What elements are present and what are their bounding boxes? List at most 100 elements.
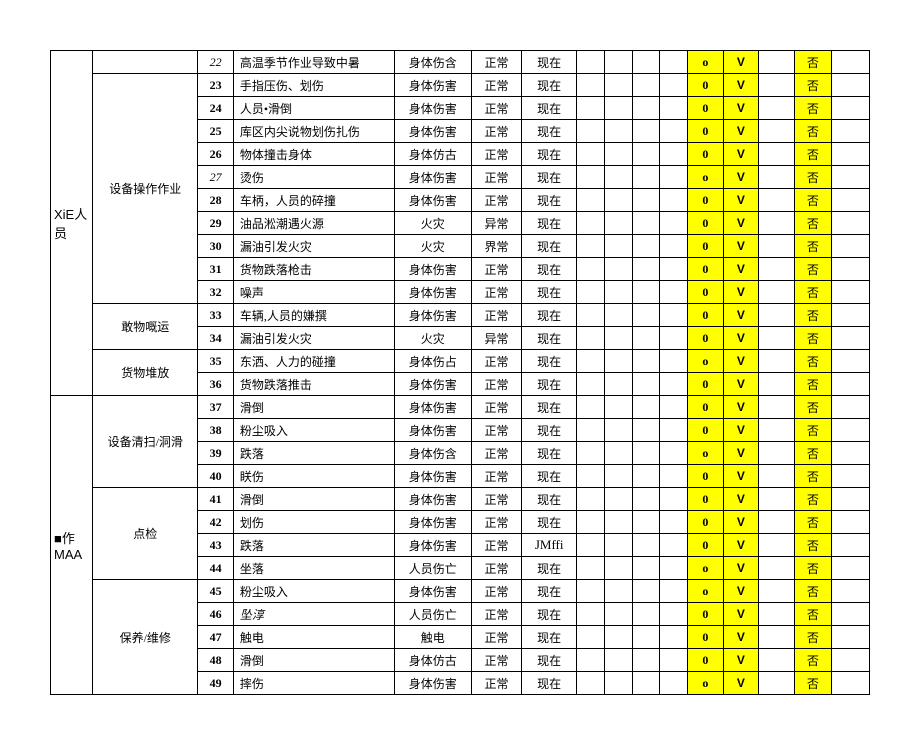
status-o: o — [688, 442, 723, 465]
value-cell: 人员伤亡 — [394, 557, 472, 580]
empty-cell — [632, 603, 660, 626]
empty-cell — [632, 672, 660, 695]
empty-cell — [660, 534, 688, 557]
empty-cell — [660, 580, 688, 603]
table-row: 货物堆放35东洒、人力的碰撞身体伤占正常现在oV否 — [51, 350, 870, 373]
value-cell: 现在 — [521, 166, 576, 189]
status-v: V — [723, 281, 758, 304]
empty-cell — [605, 350, 633, 373]
empty-cell — [832, 419, 870, 442]
status-fou: 否 — [794, 442, 832, 465]
empty-cell — [605, 281, 633, 304]
subgroup-cell: 敢物嘅运 — [93, 304, 198, 350]
status-o: 0 — [688, 396, 723, 419]
hazard-desc: 货物跌落枪击 — [233, 258, 394, 281]
empty-cell — [632, 258, 660, 281]
value-cell: 身体伤害 — [394, 511, 472, 534]
value-cell: 人员伤亡 — [394, 603, 472, 626]
empty-cell — [577, 120, 605, 143]
empty-cell — [660, 511, 688, 534]
value-cell: 正常 — [472, 97, 522, 120]
status-fou: 否 — [794, 511, 832, 534]
empty-cell — [832, 51, 870, 74]
hazard-desc: 粉尘吸入 — [233, 419, 394, 442]
status-fou: 否 — [794, 626, 832, 649]
empty-cell — [577, 373, 605, 396]
value-cell: 身体伤害 — [394, 189, 472, 212]
status-fou: 否 — [794, 74, 832, 97]
value-cell: 正常 — [472, 396, 522, 419]
hazard-desc: 坠淳 — [233, 603, 394, 626]
empty-cell — [832, 626, 870, 649]
value-cell: 身体伤害 — [394, 281, 472, 304]
empty-cell — [832, 580, 870, 603]
status-fou: 否 — [794, 396, 832, 419]
empty-cell — [577, 557, 605, 580]
empty-cell — [660, 304, 688, 327]
empty-cell — [759, 672, 794, 695]
value-cell: 现在 — [521, 51, 576, 74]
empty-cell — [832, 74, 870, 97]
status-v: V — [723, 534, 758, 557]
value-cell: 身体伤害 — [394, 373, 472, 396]
value-cell: 身体伤害 — [394, 166, 472, 189]
value-cell: 身体仿古 — [394, 649, 472, 672]
empty-cell — [577, 166, 605, 189]
empty-cell — [759, 120, 794, 143]
empty-cell — [660, 74, 688, 97]
empty-cell — [632, 166, 660, 189]
empty-cell — [632, 143, 660, 166]
empty-cell — [759, 51, 794, 74]
row-number: 37 — [198, 396, 233, 419]
empty-cell — [632, 649, 660, 672]
empty-cell — [660, 189, 688, 212]
empty-cell — [832, 442, 870, 465]
status-v: V — [723, 465, 758, 488]
row-number: 35 — [198, 350, 233, 373]
value-cell: 正常 — [472, 534, 522, 557]
empty-cell — [605, 557, 633, 580]
row-number: 39 — [198, 442, 233, 465]
empty-cell — [759, 396, 794, 419]
empty-cell — [832, 235, 870, 258]
value-cell: JMffi — [521, 534, 576, 557]
empty-cell — [759, 649, 794, 672]
empty-cell — [632, 189, 660, 212]
row-number: 23 — [198, 74, 233, 97]
status-o: 0 — [688, 373, 723, 396]
empty-cell — [759, 465, 794, 488]
value-cell: 身体伤害 — [394, 488, 472, 511]
empty-cell — [759, 626, 794, 649]
empty-cell — [660, 120, 688, 143]
hazard-desc: 漏油引发火灾 — [233, 327, 394, 350]
value-cell: 身体伤害 — [394, 419, 472, 442]
empty-cell — [605, 74, 633, 97]
empty-cell — [577, 327, 605, 350]
empty-cell — [832, 97, 870, 120]
status-fou: 否 — [794, 603, 832, 626]
row-number: 30 — [198, 235, 233, 258]
value-cell: 现在 — [521, 649, 576, 672]
value-cell: 正常 — [472, 672, 522, 695]
status-o: o — [688, 557, 723, 580]
value-cell: 现在 — [521, 603, 576, 626]
empty-cell — [632, 488, 660, 511]
hazard-desc: 车柄，人员的碎撞 — [233, 189, 394, 212]
empty-cell — [605, 626, 633, 649]
hazard-desc: 高温季节作业导致中暑 — [233, 51, 394, 74]
status-o: 0 — [688, 649, 723, 672]
empty-cell — [605, 396, 633, 419]
value-cell: 现在 — [521, 304, 576, 327]
table-row: 设备操作作业23手指压伤、划伤身体伤害正常现在0V否 — [51, 74, 870, 97]
empty-cell — [759, 350, 794, 373]
status-v: V — [723, 373, 758, 396]
row-number: 27 — [198, 166, 233, 189]
empty-cell — [632, 511, 660, 534]
empty-cell — [660, 350, 688, 373]
status-v: V — [723, 396, 758, 419]
empty-cell — [605, 258, 633, 281]
empty-cell — [577, 74, 605, 97]
row-number: 44 — [198, 557, 233, 580]
status-o: o — [688, 672, 723, 695]
status-fou: 否 — [794, 97, 832, 120]
